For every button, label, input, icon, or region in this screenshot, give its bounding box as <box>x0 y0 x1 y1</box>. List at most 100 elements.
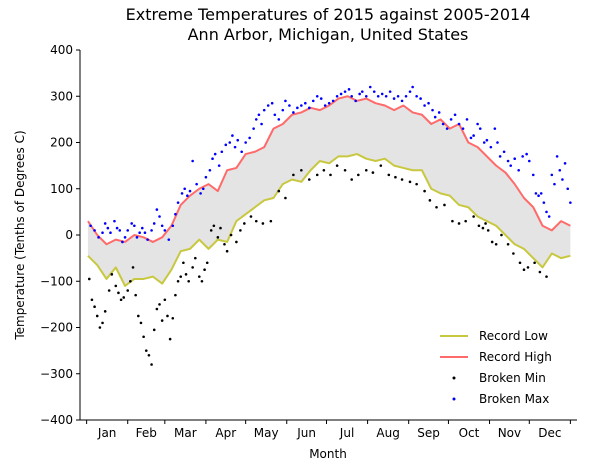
broken-min-point <box>187 279 190 283</box>
broken-min-point <box>343 168 347 172</box>
broken-max-point <box>493 127 497 130</box>
broken-max-point <box>252 127 255 130</box>
legend-item: Broken Min <box>452 371 546 385</box>
broken-max-point <box>498 155 502 158</box>
x-tick-label: Jul <box>339 426 354 440</box>
broken-min-point <box>95 314 99 318</box>
broken-max-point <box>163 229 167 232</box>
broken-min-point <box>371 171 375 174</box>
broken-min-point <box>194 256 197 260</box>
broken-max-point <box>228 141 232 144</box>
legend-item: Record High <box>440 350 552 364</box>
y-axis-label: Temperature (Tenths of Degrees C) <box>13 130 27 340</box>
broken-max-point <box>347 88 351 91</box>
broken-max-point <box>415 94 418 98</box>
x-axis-label: Month <box>309 447 347 461</box>
broken-max-point <box>244 141 247 144</box>
legend-label: Broken Min <box>479 371 546 385</box>
broken-max-point <box>537 194 540 197</box>
broken-max-point <box>427 101 430 105</box>
broken-min-point <box>545 275 548 278</box>
broken-min-point <box>481 226 485 230</box>
broken-min-point <box>435 205 438 209</box>
broken-max-point <box>150 229 153 232</box>
broken-max-point <box>408 90 412 93</box>
broken-min-point <box>114 284 118 288</box>
broken-min-point <box>110 273 114 276</box>
broken-max-point <box>469 136 473 140</box>
broken-min-point <box>184 273 188 276</box>
broken-max-point <box>517 168 520 172</box>
broken-max-point <box>392 97 396 100</box>
broken-max-point <box>566 187 570 191</box>
chart-title: Extreme Temperatures of 2015 against 200… <box>126 5 531 24</box>
broken-max-point <box>284 99 287 103</box>
broken-max-point <box>126 229 130 232</box>
broken-min-point <box>357 173 360 177</box>
y-tick-label: 400 <box>50 43 73 57</box>
broken-max-point <box>423 104 426 107</box>
broken-max-point <box>411 85 414 89</box>
broken-max-point <box>547 215 551 218</box>
broken-min-point <box>457 222 461 225</box>
broken-min-point <box>486 229 490 232</box>
broken-min-point <box>484 222 487 225</box>
broken-max-point <box>380 92 384 96</box>
broken-min-point <box>163 298 167 302</box>
broken-min-point <box>203 268 206 271</box>
broken-max-point <box>140 226 144 230</box>
broken-min-point <box>137 314 140 318</box>
broken-min-point <box>494 242 498 246</box>
broken-max-point <box>152 222 156 225</box>
broken-min-point <box>131 266 135 269</box>
broken-max-point <box>135 236 139 239</box>
broken-max-point <box>277 118 281 121</box>
broken-min-point <box>117 291 120 295</box>
broken-max-point <box>368 85 372 89</box>
broken-max-point <box>489 145 493 149</box>
broken-max-point <box>186 194 189 197</box>
broken-max-point <box>350 94 353 98</box>
broken-min-point <box>126 289 130 292</box>
broken-max-point <box>167 238 171 241</box>
broken-max-point <box>224 143 228 147</box>
broken-max-point <box>441 122 445 126</box>
broken-min-point <box>500 233 503 237</box>
broken-min-point <box>379 164 383 167</box>
broken-min-point <box>506 242 510 246</box>
broken-max-point <box>513 157 517 160</box>
broken-max-point <box>171 224 175 228</box>
broken-min-point <box>477 224 481 228</box>
broken-max-point <box>93 229 96 232</box>
x-tick-label: Aug <box>376 426 399 440</box>
broken-min-point <box>98 326 102 329</box>
broken-min-point <box>142 335 145 339</box>
x-axis-ticks: Jan Feb Mar Apr May Jun Jul Aug Sep Oct Nov Dec <box>86 420 571 440</box>
broken-min-point <box>538 270 542 274</box>
broken-max-point <box>545 210 548 214</box>
broken-min-point <box>490 240 494 244</box>
broken-min-point <box>292 173 295 177</box>
broken-max-point <box>472 134 475 137</box>
broken-max-point <box>335 94 339 98</box>
y-axis-ticks: −400 −300 −200 −100 0 100 200 300 400 <box>40 43 80 427</box>
broken-min-point <box>223 242 226 246</box>
broken-max-point <box>307 106 311 110</box>
record-range-band <box>87 96 571 286</box>
x-tick-label: Oct <box>459 426 480 440</box>
broken-min-point <box>209 229 213 232</box>
broken-min-point <box>160 319 164 322</box>
broken-max-point <box>220 150 224 154</box>
broken-max-point <box>319 97 323 100</box>
broken-max-point <box>113 219 116 223</box>
broken-min-point <box>428 199 432 202</box>
broken-max-point <box>400 99 404 103</box>
broken-max-point <box>109 231 112 234</box>
broken-max-point <box>496 141 499 144</box>
broken-max-point <box>525 152 528 156</box>
broken-max-point <box>419 97 422 100</box>
broken-min-point <box>158 303 161 306</box>
broken-min-point <box>93 305 96 308</box>
broken-min-point <box>261 222 265 225</box>
broken-max-point <box>146 238 149 241</box>
